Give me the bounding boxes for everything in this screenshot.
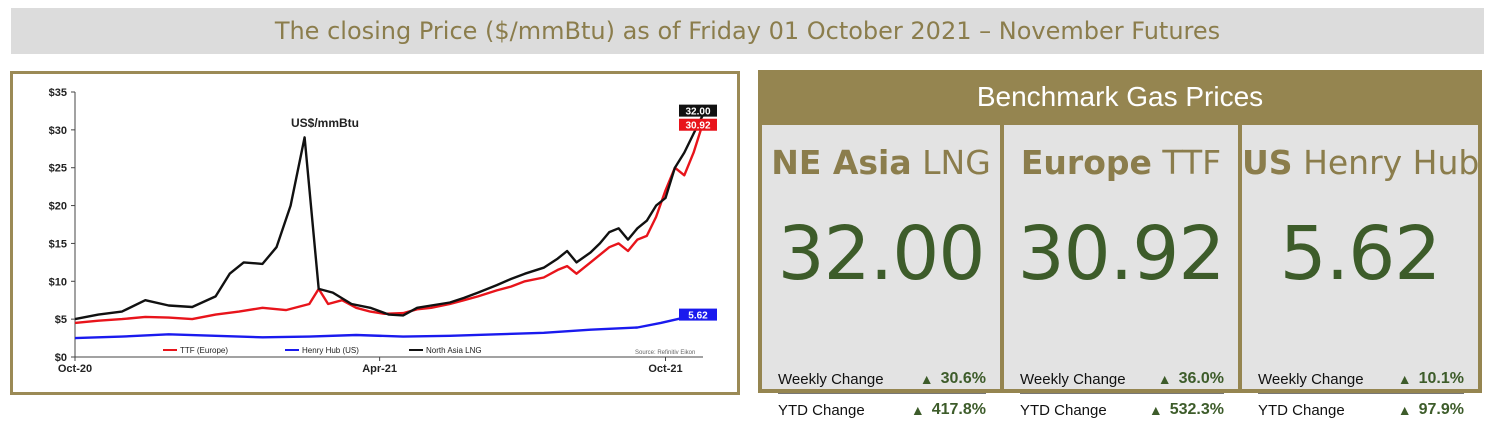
ytd-change-value: 97.9%	[1418, 401, 1464, 418]
ytd-change-row: YTD Change ▲ 532.3%	[1020, 397, 1224, 423]
legend-label: North Asia LNG	[426, 346, 482, 355]
card-title-rest: Henry Hub	[1292, 143, 1480, 182]
price-chart: $0 $5 $10 $15 $20 $25 $30 $35 Oct-20 Apr-21 Oct-21…	[10, 71, 740, 395]
y-tick-label: $20	[49, 201, 67, 213]
up-arrow-icon: ▲	[1148, 402, 1163, 418]
panel-title: Benchmark Gas Prices	[976, 81, 1264, 112]
y-tick-label: $0	[55, 352, 67, 364]
page-title: The closing Price ($/mmBtu) as of Friday…	[274, 17, 1221, 45]
legend-label: TTF (Europe)	[180, 346, 228, 355]
weekly-change-row: Weekly Change ▲ 36.0%	[1020, 366, 1224, 392]
card-title: Europe TTF	[1004, 143, 1238, 182]
card-ne-asia-lng: NE Asia LNG 32.00 Weekly Change ▲ 30.6% …	[762, 125, 1000, 419]
series-end-label: 30.92	[685, 121, 710, 132]
ytd-change-label: YTD Change	[1258, 401, 1345, 419]
price-chart-svg: $0 $5 $10 $15 $20 $25 $30 $35 Oct-20 Apr-21 Oct-21…	[49, 87, 717, 375]
y-tick-label: $15	[49, 238, 67, 250]
divider	[778, 393, 986, 394]
series-line-henry-hub-us	[74, 313, 704, 340]
card-title-rest: TTF	[1151, 143, 1222, 182]
weekly-change-row: Weekly Change ▲ 10.1%	[1258, 366, 1464, 392]
series-line-ttf-europe	[74, 122, 705, 325]
up-arrow-icon: ▲	[910, 402, 925, 418]
card-title-bold: Europe	[1020, 143, 1152, 182]
page-header: The closing Price ($/mmBtu) as of Friday…	[11, 8, 1484, 54]
y-tick-label: $25	[49, 163, 67, 175]
card-title-rest: LNG	[911, 143, 991, 182]
series-end-label-box	[679, 118, 717, 131]
card-title-bold: US	[1242, 143, 1293, 182]
up-arrow-icon: ▲	[1397, 371, 1412, 387]
series-end-label: 5.62	[688, 311, 708, 322]
up-arrow-icon: ▲	[1397, 402, 1412, 418]
x-tick-label: Oct-20	[58, 363, 92, 375]
series-end-label-box	[679, 104, 717, 117]
card-us-henry-hub: US Henry Hub 5.62 Weekly Change ▲ 10.1% …	[1242, 125, 1480, 419]
weekly-change-value: 36.0%	[1178, 370, 1224, 387]
series-end-label: 32.00	[685, 107, 710, 118]
divider	[1258, 393, 1464, 394]
weekly-change-value: 30.6%	[940, 370, 986, 387]
y-tick-label: $10	[49, 276, 67, 288]
card-title: US Henry Hub	[1242, 143, 1480, 182]
ytd-change-row: YTD Change ▲ 417.8%	[778, 397, 986, 423]
card-title: NE Asia LNG	[762, 143, 1000, 182]
legend-label: Henry Hub (US)	[302, 346, 359, 355]
chart-source: Source: Refinitiv Eikon	[635, 350, 695, 356]
up-arrow-icon: ▲	[1157, 371, 1172, 387]
ytd-change-row: YTD Change ▲ 97.9%	[1258, 397, 1464, 423]
divider	[1020, 393, 1224, 394]
weekly-change-label: Weekly Change	[778, 370, 884, 388]
x-tick-label: Apr-21	[362, 363, 397, 375]
weekly-change-value: 10.1%	[1418, 370, 1464, 387]
weekly-change-label: Weekly Change	[1020, 370, 1126, 388]
up-arrow-icon: ▲	[919, 371, 934, 387]
y-tick-label: $35	[49, 87, 67, 99]
series-line-north-asia-lng	[74, 114, 705, 321]
y-tick-label: $5	[55, 314, 67, 326]
card-title-bold: NE Asia	[771, 143, 912, 182]
series-end-label-box	[679, 308, 717, 321]
card-price-value: 30.92	[1017, 211, 1226, 297]
y-tick-label: $30	[49, 125, 67, 137]
weekly-change-label: Weekly Change	[1258, 370, 1364, 388]
ytd-change-label: YTD Change	[778, 401, 865, 419]
weekly-change-row: Weekly Change ▲ 30.6%	[778, 366, 986, 392]
ytd-change-label: YTD Change	[1020, 401, 1107, 419]
benchmark-panel: Benchmark Gas Prices NE Asia LNG 32.00 W…	[758, 70, 1482, 419]
ytd-change-value: 417.8%	[931, 401, 986, 418]
card-europe-ttf: Europe TTF 30.92 Weekly Change ▲ 36.0% Y…	[1004, 125, 1238, 419]
x-tick-label: Oct-21	[648, 363, 682, 375]
chart-title: US$/mmBtu	[291, 116, 359, 130]
card-price-value: 32.00	[777, 211, 986, 297]
card-price-value: 5.62	[1279, 211, 1442, 297]
ytd-change-value: 532.3%	[1169, 401, 1224, 418]
